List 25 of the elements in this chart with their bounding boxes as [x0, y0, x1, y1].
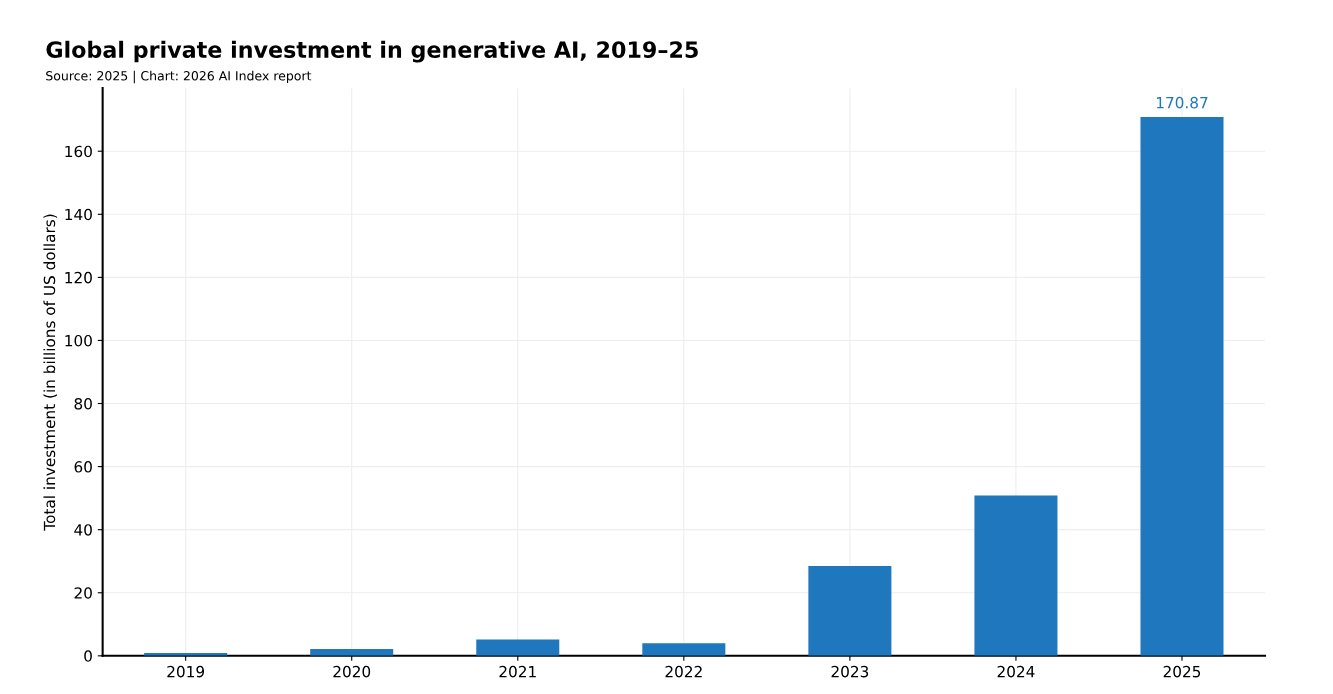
bar: [1140, 116, 1224, 656]
y-tick-label: 140: [65, 208, 92, 221]
y-tick-label: 60: [74, 461, 92, 473]
y-tick-label: 100: [65, 334, 92, 347]
y-tick-label: 160: [65, 145, 92, 158]
y-tick-label: 120: [65, 271, 92, 284]
x-tick-label: 2024: [997, 665, 1035, 678]
bar: [974, 495, 1058, 656]
bar: [642, 643, 726, 656]
bar: [808, 565, 892, 656]
data-label: 170.87: [1156, 96, 1208, 109]
chart-subtitle: Source: 2025 | Chart: 2026 AI Index report: [46, 70, 312, 84]
y-tick-label: 0: [84, 650, 92, 662]
x-tick-label: 2025: [1163, 665, 1201, 678]
y-tick-label: 80: [74, 397, 92, 410]
x-tick-label: 2021: [499, 665, 536, 678]
x-tick-label: 2019: [167, 665, 205, 678]
bar: [476, 639, 560, 656]
y-axis-title: Total investment (in billions of US dollars): [43, 214, 58, 531]
x-tick-label: 2022: [665, 665, 702, 678]
y-tick-label: 20: [74, 587, 92, 599]
x-tick-label: 2023: [831, 665, 869, 678]
y-tick-label: 40: [74, 524, 92, 536]
chart-title: Global private investment in generative AI, 2019–25: [46, 40, 698, 63]
x-tick-label: 2020: [333, 665, 371, 678]
